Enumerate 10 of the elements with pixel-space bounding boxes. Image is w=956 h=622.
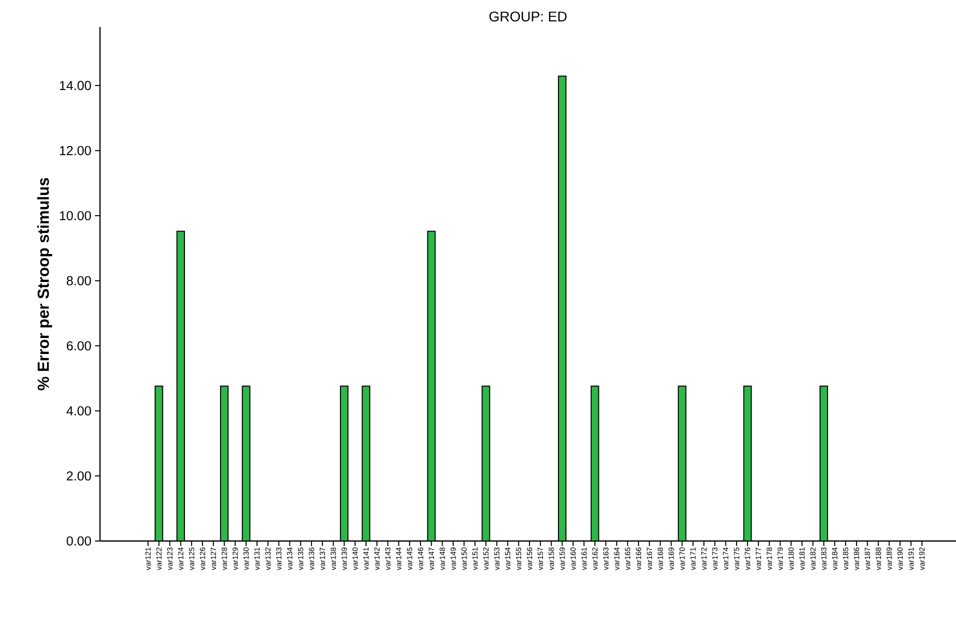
y-tick-label: 8.00 — [66, 276, 91, 286]
y-tick-label: 14.00 — [60, 80, 91, 90]
y-tick-label: 0.00 — [66, 536, 91, 546]
y-axis-title: % Error per Stroop stimulus — [37, 178, 52, 390]
y-tick-label: 6.00 — [66, 341, 91, 350]
y-tick-label: 12.00 — [60, 146, 91, 156]
chart-title: GROUP: ED — [489, 12, 567, 22]
y-tick-label: 10.00 — [60, 211, 91, 220]
y-tick-label: 2.00 — [66, 471, 91, 481]
y-tick-label: 4.00 — [66, 406, 91, 416]
